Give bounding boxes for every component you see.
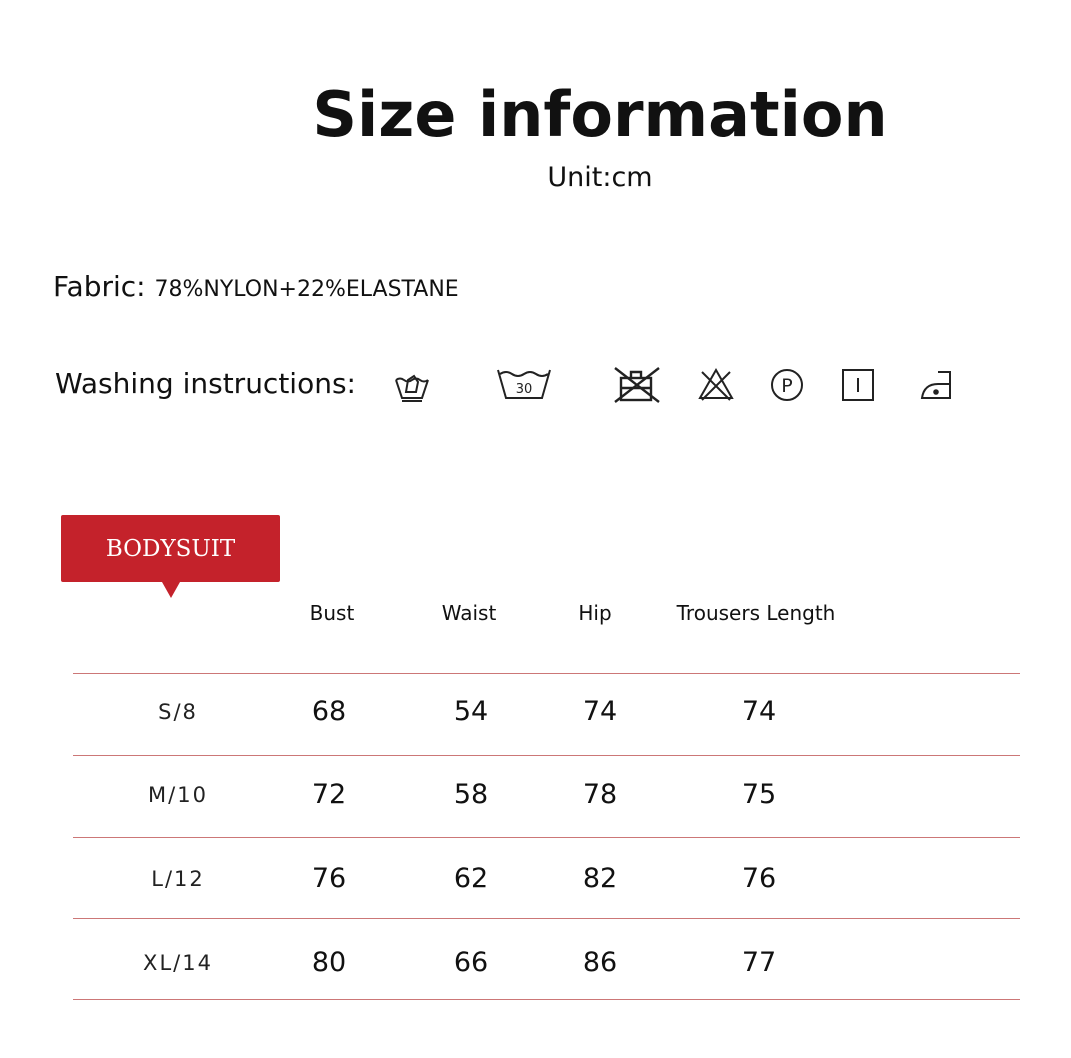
table-cell: 77: [741, 947, 777, 978]
table-cell: 76: [311, 863, 347, 894]
row-divider: [73, 837, 1020, 838]
table-cell: 86: [582, 947, 618, 978]
do-not-tumble-dry-icon: [614, 367, 660, 403]
dry-clean-p-icon: P: [771, 369, 803, 401]
header-trousers-length: Trousers Length: [676, 601, 836, 625]
size-label: L/12: [151, 867, 205, 891]
category-badge: BODYSUIT: [61, 515, 280, 582]
table-cell: 75: [741, 779, 777, 810]
size-label: M/10: [148, 783, 208, 807]
table-cell: 62: [453, 863, 489, 894]
size-label: XL/14: [143, 951, 213, 975]
header-waist: Waist: [441, 601, 497, 625]
row-divider: [73, 673, 1020, 674]
table-cell: 74: [741, 696, 777, 727]
row-divider: [73, 918, 1020, 919]
washing-label: Washing instructions:: [55, 367, 356, 400]
row-divider: [73, 999, 1020, 1000]
fabric-info: Fabric: 78%NYLON+22%ELASTANE: [53, 270, 459, 303]
line-dry-icon: [842, 369, 874, 401]
row-divider: [73, 755, 1020, 756]
table-cell: 74: [582, 696, 618, 727]
fabric-label: Fabric:: [53, 270, 146, 303]
unit-label: Unit:cm: [547, 162, 653, 193]
size-label: S/8: [158, 700, 198, 724]
table-cell: 68: [311, 696, 347, 727]
fabric-value: 78%NYLON+22%ELASTANE: [154, 277, 459, 302]
table-cell: 66: [453, 947, 489, 978]
wash-30-icon: 30: [497, 369, 551, 399]
svg-text:30: 30: [516, 382, 533, 397]
table-cell: 76: [741, 863, 777, 894]
badge-pointer: [162, 582, 180, 598]
svg-text:P: P: [781, 375, 792, 397]
table-cell: 54: [453, 696, 489, 727]
table-cell: 58: [453, 779, 489, 810]
table-cell: 78: [582, 779, 618, 810]
iron-low-icon: [920, 371, 951, 399]
header-hip: Hip: [578, 601, 612, 625]
table-cell: 80: [311, 947, 347, 978]
hand-wash-icon: [395, 374, 429, 402]
table-cell: 72: [311, 779, 347, 810]
page-title: Size information: [312, 78, 888, 151]
do-not-bleach-icon: [698, 367, 734, 401]
table-cell: 82: [582, 863, 618, 894]
header-bust: Bust: [309, 601, 355, 625]
